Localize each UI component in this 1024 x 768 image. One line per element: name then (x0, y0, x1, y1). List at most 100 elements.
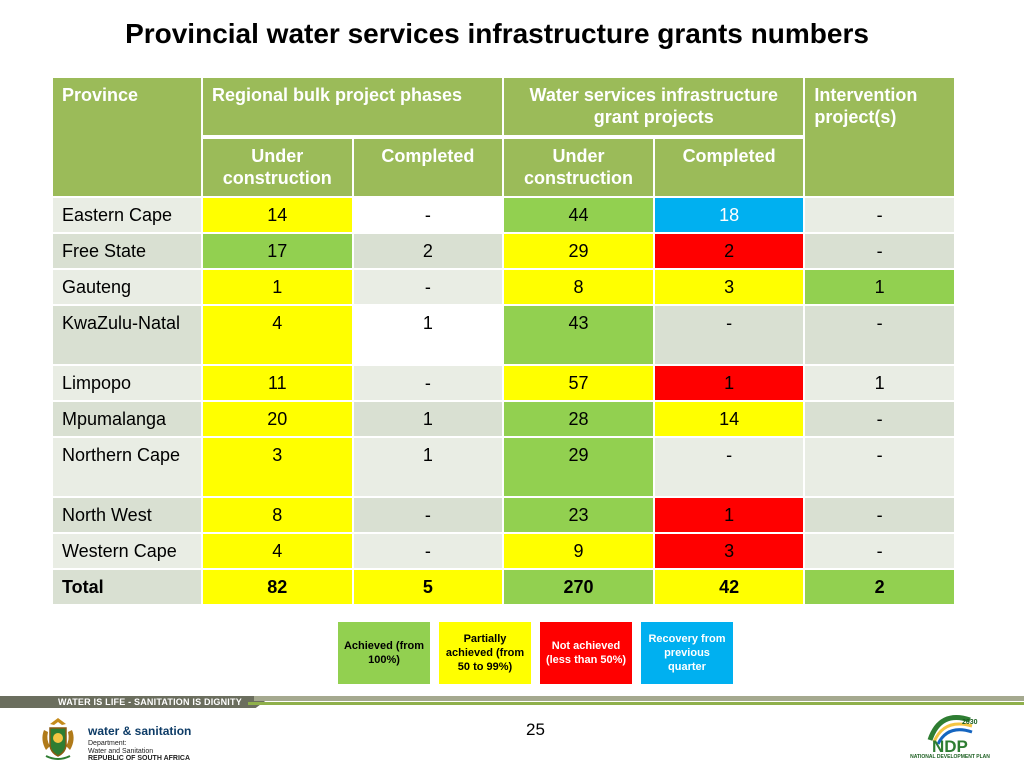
cell-ws-under: 28 (502, 400, 655, 438)
cell-rb-completed: - (351, 532, 505, 570)
department-line: Department: (88, 740, 127, 747)
footer-rule-grey (254, 696, 1024, 701)
cell-ws-completed: - (652, 436, 806, 498)
cell-ws-completed: - (652, 304, 806, 366)
table-row: KwaZulu-Natal 4 1 43 - - (51, 304, 956, 366)
cell-intervention: 1 (803, 364, 956, 402)
cell-total-ws-under: 270 (502, 568, 655, 606)
cell-total-label: Total (51, 568, 203, 606)
cell-rb-completed: - (351, 196, 505, 234)
ndp-year: 2030 (962, 719, 978, 726)
cell-intervention: 1 (803, 268, 956, 306)
cell-province: Mpumalanga (51, 400, 203, 438)
page-number: 25 (526, 720, 545, 739)
table-row: Mpumalanga 20 1 28 14 - (51, 400, 956, 438)
legend-recovery: Recovery from previous quarter (641, 622, 733, 684)
cell-intervention: - (803, 196, 956, 234)
cell-intervention: - (803, 496, 956, 534)
ndp-emblem-icon: 2030 NDP (927, 715, 978, 756)
cell-ws-under: 44 (502, 196, 655, 234)
cell-ws-completed: 2 (652, 232, 806, 270)
cell-province: Free State (51, 232, 203, 270)
cell-intervention: - (803, 232, 956, 270)
legend-not-achieved: Not achieved (less than 50%) (540, 622, 632, 684)
cell-intervention: - (803, 400, 956, 438)
table-row: Gauteng 1 - 8 3 1 (51, 268, 956, 306)
department-name: Department: Water and Sanitation REPUBLI… (88, 740, 190, 763)
slogan-strip: WATER IS LIFE - SANITATION IS DIGNITY (0, 696, 272, 708)
cell-rb-under: 14 (201, 196, 354, 234)
cell-province: Northern Cape (51, 436, 203, 498)
cell-province: Eastern Cape (51, 196, 203, 234)
table-header-row: Province Regional bulk project phases Wa… (51, 76, 956, 198)
footer-banner: WATER IS LIFE - SANITATION IS DIGNITY (0, 696, 1024, 712)
cell-total-rb-completed: 5 (351, 568, 505, 606)
ndp-logo: 2030 NDP NATIONAL DEVELOPMENT PLAN (910, 710, 990, 766)
header-ws-under-construction: Under construction (502, 136, 655, 198)
cell-rb-under: 11 (201, 364, 354, 402)
header-intervention: Intervention project(s) (803, 76, 956, 198)
coat-of-arms-icon (42, 718, 74, 760)
cell-ws-under: 29 (502, 232, 655, 270)
cell-rb-completed: 2 (351, 232, 505, 270)
cell-ws-under: 57 (502, 364, 655, 402)
table-row: Limpopo 11 - 57 1 1 (51, 364, 956, 402)
cell-province: Limpopo (51, 364, 203, 402)
cell-rb-completed: - (351, 364, 505, 402)
cell-province: Western Cape (51, 532, 203, 570)
status-legend: Achieved (from 100%) Partially achieved … (338, 622, 734, 686)
cell-rb-under: 20 (201, 400, 354, 438)
slogan-text: WATER IS LIFE - SANITATION IS DIGNITY (58, 697, 242, 707)
cell-province: KwaZulu-Natal (51, 304, 203, 366)
grants-table: Province Regional bulk project phases Wa… (51, 76, 956, 606)
table-row: Free State 17 2 29 2 - (51, 232, 956, 270)
cell-ws-completed: 1 (652, 364, 806, 402)
cell-rb-under: 3 (201, 436, 354, 498)
cell-ws-completed: 18 (652, 196, 806, 234)
cell-ws-under: 8 (502, 268, 655, 306)
cell-rb-under: 4 (201, 304, 354, 366)
table-total-row: Total 82 5 270 42 2 (51, 568, 956, 606)
cell-rb-under: 1 (201, 268, 354, 306)
cell-intervention: - (803, 304, 956, 366)
footer-rule-green (248, 702, 1024, 705)
table-row: North West 8 - 23 1 - (51, 496, 956, 534)
cell-rb-under: 17 (201, 232, 354, 270)
legend-partially-achieved: Partially achieved (from 50 to 99%) (439, 622, 531, 684)
cell-ws-under: 9 (502, 532, 655, 570)
legend-achieved: Achieved (from 100%) (338, 622, 430, 684)
department-brand: water & sanitation (88, 724, 192, 738)
header-ws-completed: Completed (652, 136, 806, 198)
cell-rb-completed: - (351, 496, 505, 534)
table-subheader-row: Under construction Completed Under const… (52, 136, 955, 198)
header-wsig: Water services infrastructure grant proj… (502, 76, 806, 139)
cell-intervention: - (803, 436, 956, 498)
table-row: Eastern Cape 14 - 44 18 - (51, 196, 956, 234)
cell-rb-completed: 1 (351, 436, 505, 498)
cell-total-ws-completed: 42 (652, 568, 806, 606)
ndp-mark: NDP (932, 737, 968, 756)
cell-ws-completed: 14 (652, 400, 806, 438)
department-logo: water & sanitation Department: Water and… (36, 716, 236, 764)
header-rb-under-construction: Under construction (201, 136, 354, 198)
header-province: Province (51, 76, 203, 198)
cell-rb-under: 8 (201, 496, 354, 534)
cell-ws-completed: 1 (652, 496, 806, 534)
cell-ws-under: 29 (502, 436, 655, 498)
cell-ws-completed: 3 (652, 268, 806, 306)
cell-rb-completed: 1 (351, 304, 505, 366)
table-row: Northern Cape 3 1 29 - - (51, 436, 956, 498)
cell-intervention: - (803, 532, 956, 570)
cell-rb-under: 4 (201, 532, 354, 570)
table-row: Western Cape 4 - 9 3 - (51, 532, 956, 570)
page-title: Provincial water services infrastructure… (125, 18, 869, 49)
header-regional-bulk: Regional bulk project phases (200, 76, 505, 139)
cell-ws-under: 23 (502, 496, 655, 534)
cell-ws-completed: 3 (652, 532, 806, 570)
department-line: REPUBLIC OF SOUTH AFRICA (88, 755, 191, 762)
cell-rb-completed: - (351, 268, 505, 306)
department-line: Water and Sanitation (88, 747, 154, 755)
cell-total-intervention: 2 (803, 568, 956, 606)
header-rb-completed: Completed (351, 136, 505, 198)
cell-total-rb-under: 82 (201, 568, 354, 606)
